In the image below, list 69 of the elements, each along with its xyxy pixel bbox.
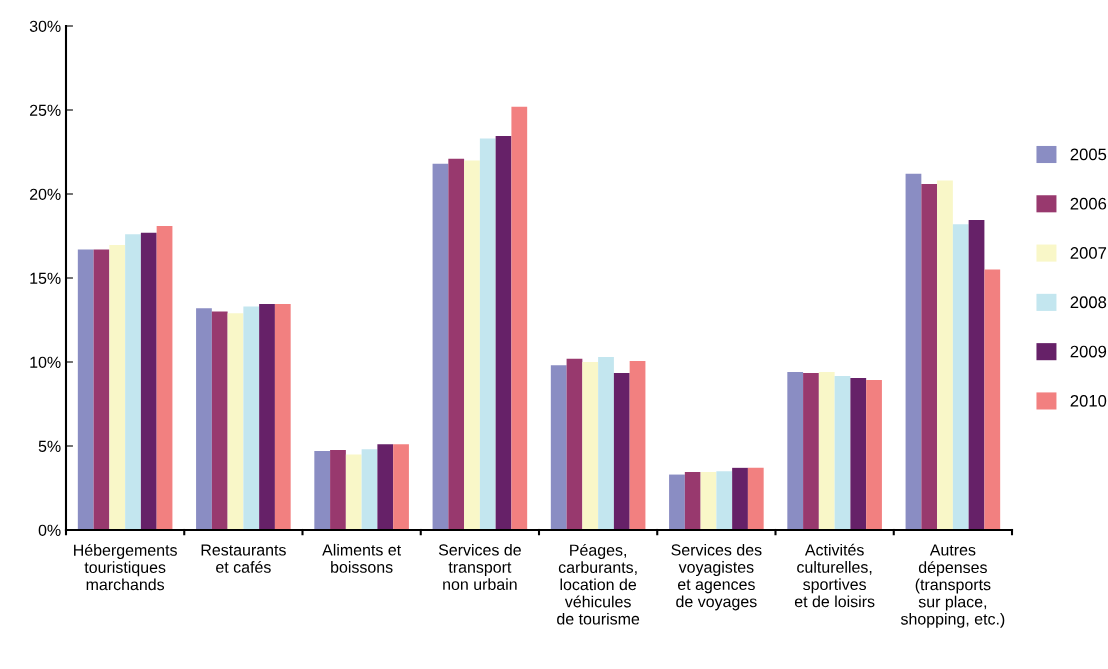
- bar: [243, 306, 260, 530]
- bar: [93, 249, 110, 530]
- x-tick-label: Restaurants et cafés: [201, 544, 286, 573]
- bar: [448, 158, 465, 530]
- legend-label: 2007: [1070, 247, 1107, 259]
- bar: [361, 449, 378, 530]
- bar: [921, 183, 938, 530]
- bar: [140, 232, 157, 530]
- bar: [684, 472, 701, 530]
- bar: [629, 360, 646, 530]
- legend-label: 2006: [1070, 197, 1107, 210]
- bar: [464, 160, 480, 530]
- bar: [787, 372, 804, 530]
- bar: [700, 472, 717, 530]
- x-tick-label: Aliments et boissons: [322, 543, 402, 573]
- bar: [330, 450, 346, 530]
- bar: [495, 136, 512, 530]
- legend-label: 2010: [1070, 394, 1107, 407]
- bar: [227, 313, 244, 530]
- bar: [156, 225, 173, 530]
- legend-label: 2005: [1070, 148, 1107, 161]
- bar: [274, 304, 291, 530]
- bar: [511, 106, 528, 530]
- bar: [850, 377, 867, 530]
- bar: [803, 372, 819, 530]
- bar: [716, 471, 733, 530]
- x-tick-label: Activités culturelles, sportives et de loisirs: [794, 543, 875, 608]
- bar: [314, 451, 331, 530]
- bar: [211, 311, 228, 530]
- y-tick-label: 30%: [29, 20, 61, 32]
- bar: [968, 220, 985, 530]
- bar: [582, 362, 599, 530]
- bar: [818, 372, 835, 530]
- bar: [952, 224, 969, 530]
- bar: [613, 372, 630, 530]
- legend-label: 2009: [1070, 345, 1107, 358]
- bar: [566, 358, 583, 530]
- bar: [866, 379, 882, 530]
- x-tick-label: Services de transport non urbain: [438, 543, 521, 591]
- y-tick-label: 10%: [30, 356, 61, 368]
- bar: [550, 365, 567, 530]
- x-tick-label: Hébergements touristiques marchands: [74, 543, 177, 591]
- x-tick-label: Autres dépenses (transports sur place, shopping, etc.): [900, 544, 1005, 628]
- bar: [393, 444, 409, 530]
- y-tick-label: 15%: [30, 272, 61, 284]
- bar: [196, 308, 212, 530]
- y-tick-label: 0%: [38, 524, 61, 536]
- bar: [377, 444, 394, 530]
- bar: [732, 467, 748, 530]
- bar: [905, 173, 922, 530]
- bar: [669, 474, 685, 530]
- bar: [109, 245, 126, 530]
- y-tick-label: 5%: [38, 440, 61, 452]
- bar: [259, 304, 275, 530]
- y-tick-label: 25%: [29, 104, 61, 116]
- bar: [984, 269, 1001, 530]
- y-tick-label: 20%: [29, 188, 61, 200]
- bar: [834, 375, 851, 530]
- x-tick-label: Services des voyagistes et agences de voyages: [671, 543, 762, 611]
- bar: [345, 454, 362, 530]
- bar: [747, 467, 764, 530]
- x-tick-label: Péages, carburants, location de véhicules de tourisme: [557, 543, 640, 625]
- legend-label: 2008: [1070, 296, 1107, 309]
- bar: [77, 249, 94, 530]
- bar: [937, 180, 953, 530]
- bar: [479, 138, 496, 530]
- bar: [125, 234, 141, 530]
- bar: [598, 356, 614, 530]
- bar: [432, 163, 449, 530]
